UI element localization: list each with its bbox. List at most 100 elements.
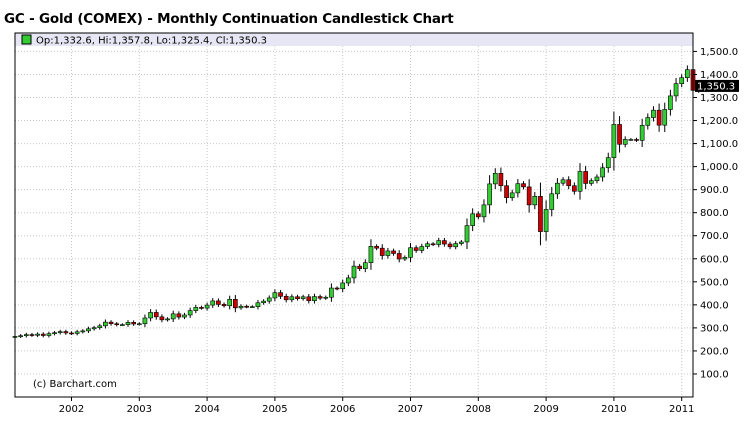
candle bbox=[611, 111, 617, 171]
candle-body bbox=[91, 327, 97, 330]
candle-body bbox=[57, 331, 63, 334]
candle-body bbox=[368, 246, 374, 263]
candle bbox=[63, 329, 69, 335]
candle bbox=[165, 317, 170, 322]
candle bbox=[238, 304, 244, 310]
candle-body bbox=[52, 332, 57, 335]
y-tick-label: 1,500.0 bbox=[700, 47, 738, 58]
candle bbox=[673, 78, 679, 102]
candle-body bbox=[679, 77, 685, 84]
candle-body bbox=[210, 300, 216, 306]
candle bbox=[538, 182, 543, 246]
candle-body bbox=[402, 257, 408, 260]
candle-body bbox=[622, 139, 628, 145]
plot-frame bbox=[14, 32, 694, 398]
candle-body bbox=[538, 196, 543, 232]
candle-body bbox=[114, 323, 120, 326]
candle bbox=[18, 334, 23, 339]
candle-body bbox=[481, 204, 487, 218]
candle-body bbox=[97, 325, 103, 328]
candle-body bbox=[600, 167, 605, 178]
y-tick-label: 500.0 bbox=[700, 277, 729, 288]
candle bbox=[498, 167, 504, 192]
ohlc-header-band bbox=[15, 33, 693, 46]
candle bbox=[679, 74, 685, 88]
candle-body bbox=[69, 332, 74, 335]
candle-body bbox=[549, 193, 555, 210]
candle-body bbox=[498, 173, 504, 187]
last-price-marker: 1,350.3 bbox=[695, 79, 739, 92]
candle-body bbox=[555, 182, 560, 195]
candle-body bbox=[283, 296, 289, 301]
candle bbox=[244, 304, 249, 309]
candle bbox=[227, 295, 233, 310]
candle-body bbox=[453, 243, 459, 248]
candle bbox=[153, 309, 159, 320]
candle bbox=[504, 180, 509, 204]
candle bbox=[487, 175, 492, 214]
candle bbox=[57, 329, 63, 335]
candle bbox=[159, 314, 165, 323]
candle bbox=[255, 300, 261, 310]
candle bbox=[131, 320, 136, 326]
candle-body bbox=[526, 186, 532, 206]
candle bbox=[685, 65, 690, 82]
candle-body bbox=[312, 296, 317, 302]
y-tick-label: 1,100.0 bbox=[700, 139, 738, 150]
y-tick-label: 1,200.0 bbox=[700, 116, 738, 127]
candle-body bbox=[233, 299, 238, 309]
candle bbox=[379, 244, 385, 260]
candle-body bbox=[413, 247, 419, 251]
candle bbox=[300, 294, 306, 301]
candle-body bbox=[86, 328, 91, 332]
candle bbox=[656, 103, 662, 132]
x-tick-label: 2011 bbox=[669, 404, 694, 415]
candle-body bbox=[475, 213, 481, 218]
candle-body bbox=[351, 265, 357, 279]
candle-body bbox=[35, 333, 40, 336]
candle-body bbox=[300, 296, 306, 299]
candle bbox=[266, 295, 272, 304]
candle-body bbox=[611, 124, 617, 158]
candle-body bbox=[255, 302, 261, 307]
candle-body bbox=[249, 306, 255, 308]
candle bbox=[594, 174, 600, 184]
chart-title: GC - Gold (COMEX) - Monthly Continuation… bbox=[4, 11, 454, 27]
candle-body bbox=[323, 296, 329, 299]
candle bbox=[668, 89, 673, 116]
candle bbox=[577, 163, 583, 200]
y-tick-label: 1,000.0 bbox=[700, 162, 738, 173]
candle bbox=[555, 178, 560, 199]
candle-body bbox=[396, 253, 402, 260]
candle bbox=[526, 179, 532, 213]
candle-body bbox=[645, 117, 651, 126]
candle bbox=[306, 294, 312, 304]
candle-body bbox=[46, 333, 52, 336]
candle bbox=[52, 331, 57, 336]
candle bbox=[261, 299, 266, 305]
candle bbox=[470, 208, 475, 232]
candle bbox=[187, 307, 193, 318]
candle bbox=[272, 289, 278, 302]
ohlc-header-text: Op:1,332.6, Hi:1,357.8, Lo:1,325.4, Cl:1… bbox=[36, 36, 267, 47]
candle bbox=[419, 243, 425, 254]
candle bbox=[317, 294, 323, 301]
candle-body bbox=[108, 321, 114, 325]
candle bbox=[176, 311, 182, 320]
candle-body bbox=[176, 313, 182, 318]
plot-area-background bbox=[15, 33, 693, 397]
candle-body bbox=[442, 240, 447, 245]
candle-body bbox=[447, 243, 453, 248]
candle-body bbox=[628, 139, 634, 141]
x-tick-label: 2007 bbox=[398, 404, 423, 415]
candle-body bbox=[583, 171, 588, 184]
candle bbox=[605, 152, 611, 173]
candle-body bbox=[509, 192, 515, 199]
ohlc-legend-swatch bbox=[21, 34, 32, 45]
candle bbox=[221, 302, 227, 308]
x-axis: 2002 2003 2004 2005 2006 2007 2008 2009 2010 2011 bbox=[59, 397, 694, 415]
candle-body bbox=[272, 292, 278, 299]
ohlc-header: Op:1,332.6, Hi:1,357.8, Lo:1,325.4, Cl:1… bbox=[21, 34, 267, 47]
candle-body bbox=[278, 292, 283, 297]
candle bbox=[334, 286, 340, 291]
